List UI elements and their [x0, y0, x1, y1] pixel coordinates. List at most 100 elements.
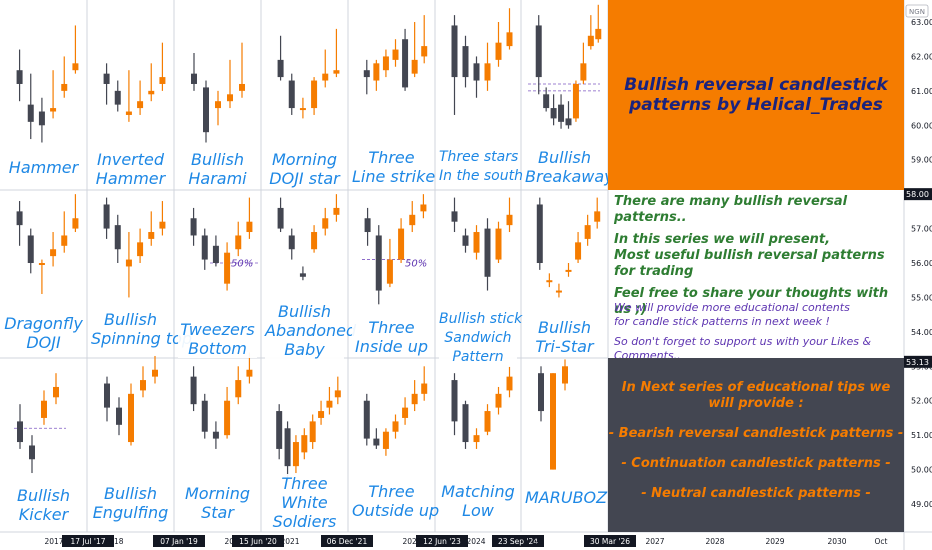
- pattern-label-line: Sandwich: [444, 330, 512, 346]
- bullish-candle: [506, 376, 513, 391]
- pattern-group: [363, 15, 428, 95]
- bearish-candle: [191, 73, 197, 84]
- bullish-candle: [239, 83, 245, 91]
- time-tick-label: 25: [534, 537, 544, 546]
- last-price-badge: [904, 188, 932, 201]
- pattern-label: Three Outside up: [352, 482, 439, 520]
- price-tick-label: 49.00: [911, 500, 932, 509]
- pattern-label-line: Matching: [441, 482, 515, 501]
- pattern-label: Three Inside up: [352, 318, 431, 356]
- bullish-candle: [409, 214, 416, 226]
- bullish-candle: [382, 431, 389, 449]
- bullish-candle: [326, 400, 333, 408]
- last-price-label: 53.13: [906, 358, 929, 367]
- bullish-candle: [215, 101, 221, 109]
- bearish-candle: [363, 400, 370, 439]
- pattern-label-line: Soldiers: [272, 512, 337, 531]
- pattern-label-line: Bullish: [17, 486, 70, 505]
- price-tick-label: 63.00: [911, 18, 932, 27]
- intro-line: Feel free to share your thoughts with us…: [614, 286, 889, 317]
- time-tick-label: 23 Sep '24: [498, 537, 538, 546]
- bullish-candle: [318, 411, 325, 418]
- bearish-candle: [550, 108, 557, 119]
- bearish-candle: [484, 228, 491, 277]
- bullish-candle: [311, 232, 318, 250]
- pattern-label-line: Bullish: [538, 148, 591, 167]
- bullish-candle: [235, 380, 242, 398]
- bullish-candle: [227, 94, 233, 102]
- bearish-candle: [299, 273, 306, 277]
- bullish-candle: [382, 56, 389, 71]
- next-series-line: - Neutral candlestick patterns -: [641, 486, 871, 501]
- pattern-label-line: Breakaway: [525, 167, 614, 186]
- bullish-candle: [506, 214, 513, 226]
- pattern-group: [17, 373, 59, 474]
- pattern-label-line: Dragonfly: [4, 314, 83, 333]
- pattern-label-line: Inverted: [96, 150, 165, 169]
- pattern-group: [536, 197, 601, 298]
- pattern-label: Inverted Hammer: [91, 150, 170, 188]
- time-highlight-badge: [492, 535, 544, 547]
- bearish-candle: [212, 245, 219, 264]
- pattern-label-line: Star: [201, 503, 234, 522]
- bullish-candle: [61, 83, 68, 91]
- pattern-label-line: Bullish: [191, 150, 244, 169]
- pattern-label-line: Morning: [271, 150, 338, 169]
- pattern-group: [190, 197, 253, 291]
- pattern-label-line: In the south: [439, 168, 523, 184]
- next-series-line: - Continuation candlestick patterns -: [621, 456, 891, 471]
- bullish-candle: [311, 80, 318, 109]
- next-series-panel: In Next series of educational tips we wi…: [608, 358, 904, 532]
- price-tick-label: 54.00: [911, 328, 932, 337]
- pattern-label-line: Low: [462, 501, 494, 520]
- bearish-candle: [277, 59, 284, 78]
- bearish-candle: [565, 118, 572, 126]
- time-highlight-badge: [321, 535, 373, 547]
- bearish-candle: [201, 400, 208, 432]
- pattern-label-line: Bullish: [104, 484, 157, 503]
- bullish-candle: [159, 221, 166, 229]
- pattern-label-line: Three: [368, 318, 415, 337]
- bullish-candle: [506, 32, 513, 47]
- pattern-group: [103, 197, 166, 298]
- time-tick-label: 15 Jun '20: [239, 537, 277, 546]
- pattern-label: Bullish Tri-Star: [525, 318, 604, 356]
- time-tick-label: 30 Mar '26: [590, 537, 630, 546]
- bullish-candle: [246, 221, 253, 233]
- bullish-candle: [292, 442, 299, 467]
- pattern-group: [364, 194, 427, 305]
- bullish-candle: [137, 101, 144, 109]
- bullish-candle: [495, 393, 502, 408]
- bullish-candle: [555, 290, 562, 293]
- bullish-candle: [386, 259, 393, 284]
- currency-badge: [905, 4, 929, 18]
- bullish-candle: [421, 46, 428, 57]
- price-tick-label: 52.00: [911, 397, 932, 406]
- bullish-candle: [565, 269, 572, 272]
- bearish-candle: [212, 431, 219, 439]
- pattern-label-line: Bullish: [278, 302, 331, 321]
- pattern-label-line: Tweezers: [180, 320, 255, 339]
- intro-line: In this series we will present,: [614, 232, 831, 247]
- bullish-candle: [309, 421, 316, 443]
- time-tick-label: 2023: [402, 537, 421, 546]
- bullish-candle: [595, 28, 602, 40]
- bullish-candle: [72, 63, 79, 71]
- bullish-candle: [140, 380, 146, 391]
- pattern-label: Morning Star: [178, 484, 257, 522]
- price-tick-label: 57.00: [911, 225, 932, 234]
- bearish-candle: [190, 376, 197, 405]
- bearish-candle: [375, 235, 382, 291]
- bullish-candle: [224, 400, 231, 436]
- pattern-label-line: Three: [368, 482, 415, 501]
- bullish-candle: [128, 393, 134, 443]
- bearish-candle: [16, 70, 23, 84]
- bearish-candle: [373, 438, 380, 446]
- price-tick-label: 59.00: [911, 156, 932, 165]
- time-highlight-badge: [232, 535, 284, 547]
- pattern-label-line: Bottom: [188, 339, 247, 358]
- price-tick-label: 56.00: [911, 259, 932, 268]
- time-highlight-badge: [62, 535, 114, 547]
- pattern-group: [190, 352, 253, 449]
- pattern-label-line: Bullish stick: [439, 311, 523, 327]
